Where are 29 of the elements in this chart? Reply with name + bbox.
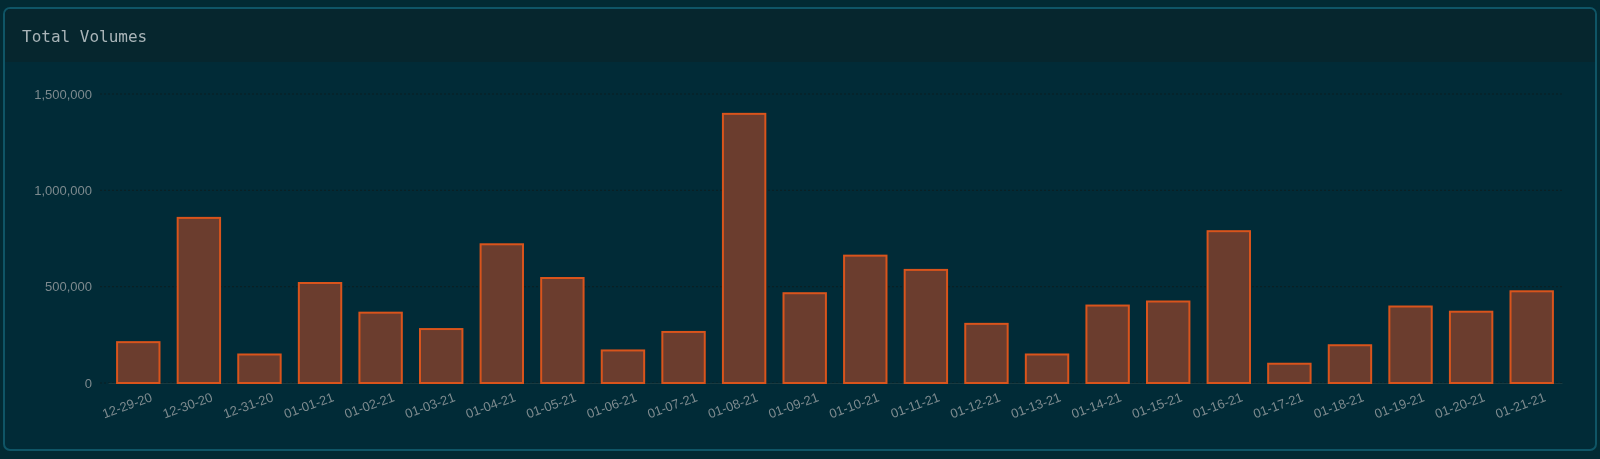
bar [721,112,767,384]
bar [419,328,464,384]
y-tick-label: 0 [84,375,92,391]
bar [600,349,646,384]
bar [1206,230,1251,384]
bar [297,282,343,384]
bar [1146,300,1191,384]
bar [116,341,161,384]
bar [1509,290,1554,384]
bar [1448,310,1494,384]
y-tick-label: 500,000 [45,279,92,295]
bar [176,216,222,384]
y-tick-label: 1,500,000 [34,86,92,102]
bar [479,243,524,384]
bar [1327,344,1373,384]
chart-title: Total Volumes [22,27,148,46]
bar [1085,304,1130,384]
bar [1388,305,1433,384]
y-tick-label: 1,000,000 [34,182,92,198]
bar [903,268,949,384]
bar [964,322,1009,384]
bar [1024,353,1070,384]
bar [1267,362,1312,384]
bar [237,353,282,384]
bar [661,330,706,384]
bar [782,292,827,384]
bar [358,311,403,384]
bar [540,277,585,384]
bar [843,254,888,384]
